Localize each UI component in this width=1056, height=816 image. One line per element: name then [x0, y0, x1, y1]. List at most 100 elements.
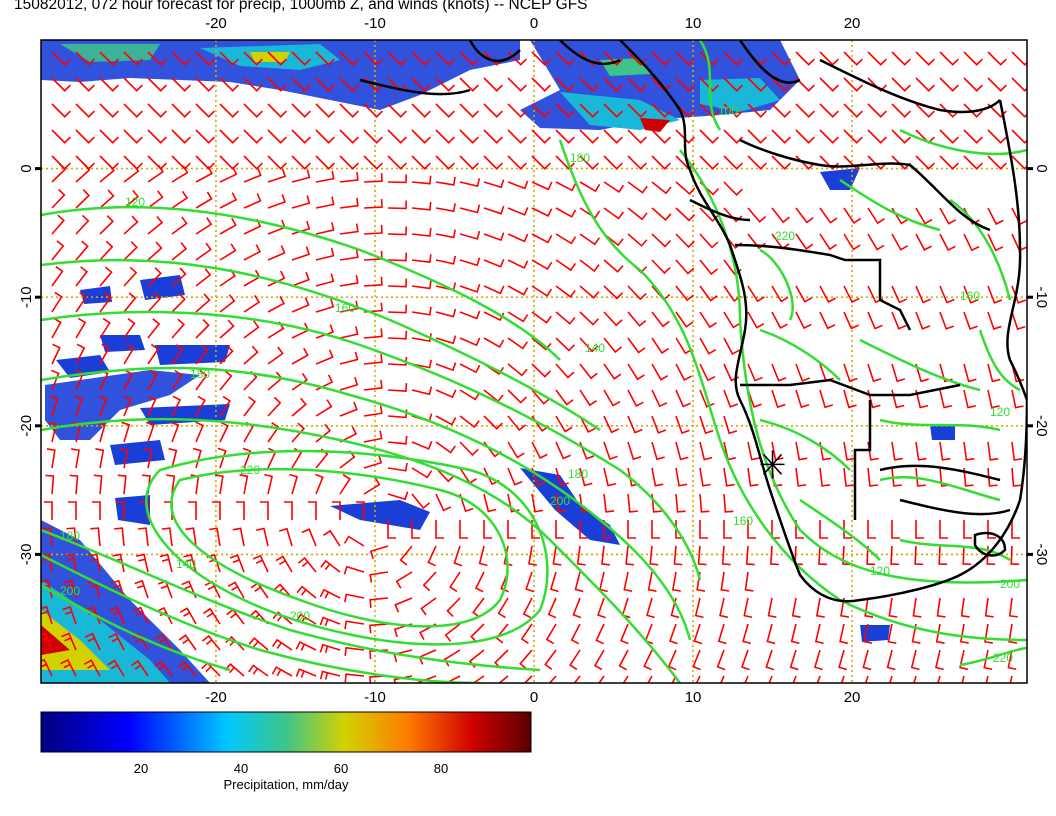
wind-barb [525, 571, 535, 593]
wind-barb [411, 103, 431, 118]
wind-barb [723, 389, 739, 408]
wind-barb [771, 103, 791, 118]
wind-barb [771, 311, 788, 329]
wind-barb [863, 623, 873, 645]
wind-barb [166, 474, 176, 495]
wind-barb [795, 363, 811, 382]
lon-ticks-top: -20 -10 0 10 20 [205, 15, 860, 32]
wind-barb [123, 103, 143, 118]
lat-tick-label: -10 [1033, 286, 1050, 308]
wind-barb [71, 448, 80, 469]
wind-barb [675, 467, 688, 487]
wind-barb [387, 77, 407, 92]
wind-barb [675, 363, 692, 382]
wind-barb [890, 545, 900, 566]
wind-barb [699, 363, 716, 382]
wind-barb [603, 129, 623, 144]
wind-barb [699, 77, 719, 92]
contour-label: 180 [568, 467, 588, 481]
wind-barb [987, 389, 1000, 409]
wind-barb [819, 103, 839, 118]
wind-barb [887, 623, 897, 645]
wind-barb [959, 649, 969, 671]
wind-barb [747, 155, 767, 170]
wind-barb [99, 343, 110, 365]
wind-barb [843, 467, 855, 487]
lat-tick-label: -30 [18, 544, 35, 566]
wind-barb [531, 337, 552, 351]
wind-barb [843, 285, 860, 304]
wind-barb [669, 623, 678, 645]
wind-barb [243, 345, 259, 365]
wind-barb [387, 330, 408, 340]
wind-barb [291, 447, 303, 469]
lat-tick-label: 0 [1033, 164, 1050, 172]
wind-barb [315, 273, 335, 287]
wind-barb [474, 571, 485, 593]
wind-barb [625, 545, 635, 566]
wind-barb [627, 129, 647, 144]
wind-barb [939, 285, 955, 304]
wind-barb [315, 298, 335, 313]
wind-barb [291, 372, 309, 391]
wind-barb [867, 103, 887, 118]
wind-barb [75, 51, 95, 66]
wind-barb [98, 395, 108, 417]
wind-barb [248, 637, 269, 651]
wind-barb [301, 528, 317, 547]
wind-barb [243, 193, 262, 209]
wind-barb [531, 233, 553, 244]
wind-barb [627, 155, 647, 170]
wind-barb [295, 668, 317, 678]
wind-barb [363, 328, 383, 339]
wind-barb [387, 174, 407, 184]
wind-barb [75, 103, 95, 118]
wind-barb [769, 545, 779, 566]
wind-barb [435, 129, 455, 144]
wind-barb [987, 77, 1007, 92]
wind-barb [768, 675, 773, 683]
wind-barb [913, 675, 917, 683]
wind-barb [627, 103, 647, 118]
wind-barb [646, 597, 655, 619]
wind-barb [134, 579, 149, 599]
wind-barb [459, 257, 481, 267]
wind-barb [209, 527, 221, 547]
wind-barb [99, 240, 114, 261]
wind-barb [843, 441, 856, 461]
wind-barb [243, 396, 257, 417]
wind-barb [569, 649, 581, 671]
contour-label: 140 [585, 341, 605, 355]
wind-barb [435, 203, 456, 213]
wind-barb [962, 545, 972, 566]
wind-barb [915, 389, 929, 409]
wind-barb [116, 501, 125, 520]
wind-barb [647, 675, 653, 683]
wind-barb [267, 194, 286, 209]
wind-barb [767, 597, 777, 618]
wind-barb [243, 320, 260, 339]
wind-barb [843, 129, 863, 144]
wind-barb [747, 467, 759, 487]
wind-barb [555, 415, 573, 433]
contour-label: 220 [775, 229, 795, 243]
height-contours [41, 40, 1027, 683]
wind-barb [343, 535, 365, 547]
wind-barb [229, 554, 245, 573]
wind-barb [961, 675, 965, 683]
wind-barb [555, 389, 574, 406]
wind-barb [651, 155, 671, 170]
wind-barb [315, 170, 335, 183]
wind-barb [699, 415, 714, 435]
wind-barb [555, 51, 575, 66]
wind-barb [219, 192, 238, 209]
wind-barb [411, 520, 420, 539]
wind-barb [387, 356, 408, 366]
wind-barb [243, 51, 263, 66]
wind-barb [699, 311, 717, 329]
wind-barb [579, 129, 599, 144]
wind-barb [217, 447, 227, 469]
wind-barb [987, 129, 1007, 144]
wind-barb [819, 207, 838, 224]
wind-barb [579, 415, 596, 434]
